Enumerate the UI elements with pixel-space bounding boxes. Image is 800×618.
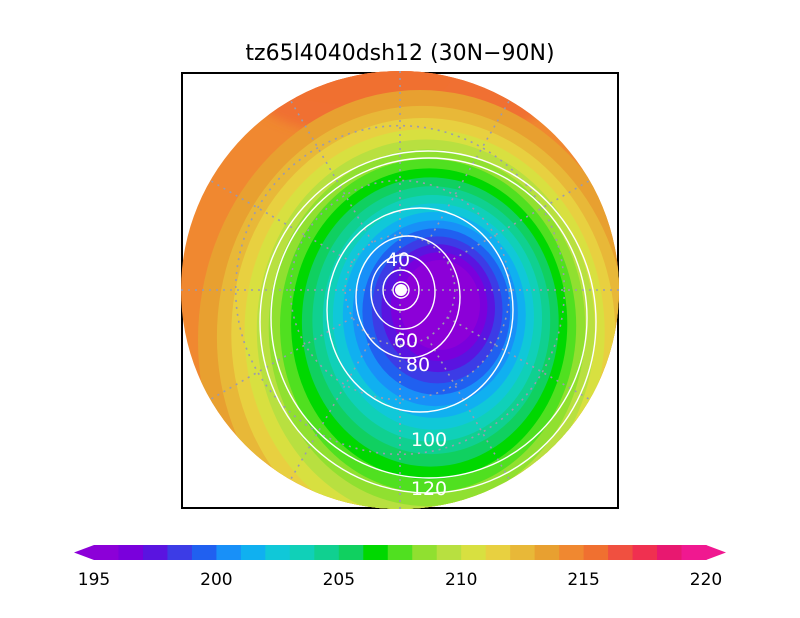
colorbar-segment-17 — [510, 545, 536, 560]
colorbar-tick-220: 220 — [690, 570, 722, 590]
colorbar-segment-5 — [216, 545, 242, 560]
colorbar-extend-low — [74, 545, 94, 560]
contour-line-4 — [326, 207, 514, 413]
lat-lon-grid — [181, 71, 619, 509]
colorbar-extend-high — [706, 545, 726, 560]
colorbar-segment-4 — [191, 545, 217, 560]
colorbar-segment-12 — [387, 545, 413, 560]
colorbar-segment-18 — [534, 545, 560, 560]
contour-line-5 — [270, 157, 588, 479]
contour-label-100: 100 — [411, 429, 447, 451]
contour-label-40: 40 — [386, 249, 410, 271]
colorbar-tick-210: 210 — [445, 570, 477, 590]
contour-label-80: 80 — [406, 354, 430, 376]
contour-line-6 — [259, 150, 597, 494]
colorbar-segment-6 — [240, 545, 266, 560]
colorbar-tick-215: 215 — [567, 570, 599, 590]
colorbar-segment-20 — [583, 545, 609, 560]
contour-line-1 — [382, 269, 420, 311]
colorbar-tick-195: 195 — [78, 570, 110, 590]
colorbar-segment-7 — [265, 545, 291, 560]
colorbar-segment-13 — [412, 545, 438, 560]
colorbar-segment-24 — [681, 545, 707, 560]
colorbar-tick-labels: 195 200 205 210 215 220 — [78, 570, 722, 590]
colorbar-segment-21 — [608, 545, 634, 560]
grid-latitude-circle-0 — [344, 234, 456, 346]
colorbar-segment-1 — [118, 545, 144, 560]
colorbar-segment-8 — [289, 545, 315, 560]
contour-lines — [259, 150, 597, 494]
grid-latitude-circle-2 — [234, 124, 566, 456]
chart-title: tz65l4040dsh12 (30N−90N) — [245, 41, 554, 66]
pole-marker — [395, 284, 407, 296]
field-band-0 — [400, 260, 480, 350]
colorbar-segment-0 — [94, 545, 120, 560]
colorbar-segment-9 — [314, 545, 340, 560]
contour-line-2 — [370, 254, 436, 330]
colorbar-segment-23 — [657, 545, 683, 560]
grid-latitude-circle-1 — [289, 179, 511, 401]
contour-label-120: 120 — [411, 478, 447, 500]
colorbar-tick-200: 200 — [200, 570, 232, 590]
contour-label-60: 60 — [394, 330, 418, 352]
colorbar-segment-14 — [436, 545, 462, 560]
colorbar — [74, 545, 726, 560]
colorbar-segment-22 — [632, 545, 658, 560]
contour-line-0 — [392, 281, 410, 299]
colorbar-segment-15 — [461, 545, 487, 560]
colorbar-segment-19 — [559, 545, 585, 560]
colorbar-segment-3 — [167, 545, 193, 560]
colorbar-segment-2 — [142, 545, 169, 560]
colorbar-segment-10 — [338, 545, 364, 560]
colorbar-tick-205: 205 — [323, 570, 355, 590]
colorbar-segment-16 — [485, 545, 511, 560]
colorbar-segment-11 — [363, 545, 389, 560]
contour-line-3 — [355, 235, 461, 359]
